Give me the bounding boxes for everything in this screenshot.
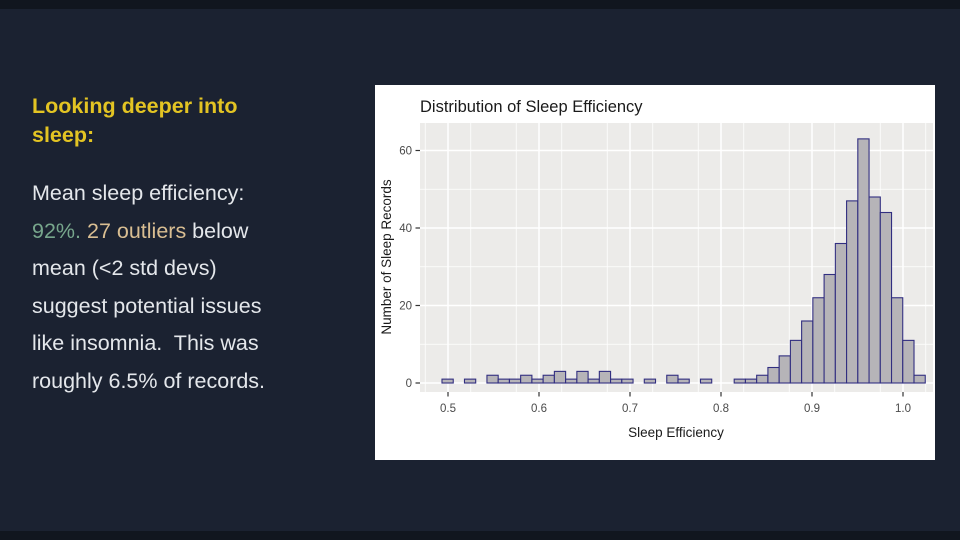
histogram-bar <box>497 378 510 384</box>
histogram-bar <box>890 297 904 384</box>
x-tick-label: 0.7 <box>622 403 638 415</box>
paragraph-segment-body: Mean sleep efficiency: <box>32 181 245 205</box>
paragraph-line: like insomnia. This was <box>32 325 350 363</box>
histogram-bar <box>733 378 746 384</box>
histogram-bar <box>441 378 454 384</box>
chart-card: 0.5 0.6 0.7 0.8 0.9 1.0 0 20 40 60 Distribution o… <box>375 85 935 460</box>
histogram-bar <box>677 378 690 384</box>
histogram-bar <box>879 211 893 384</box>
histogram-bar <box>902 339 915 384</box>
y-tick-label: 60 <box>399 146 412 158</box>
histogram-bar <box>463 378 477 384</box>
histogram-bar <box>868 196 881 384</box>
histogram-bar <box>801 320 814 384</box>
paragraph-segment-body: like insomnia. This was <box>32 331 259 355</box>
chart-title: Distribution of Sleep Efficiency <box>420 98 643 116</box>
histogram-bar <box>486 374 499 384</box>
histogram-bar <box>834 242 848 384</box>
axis-tick-marks <box>415 149 904 397</box>
histogram-bar <box>767 366 780 384</box>
heading-line: Looking deeper into <box>32 94 238 118</box>
histogram-bar <box>756 374 769 384</box>
slide-paragraph: Mean sleep efficiency: 92%. 27 outliers b… <box>32 175 350 400</box>
paragraph-line: mean (<2 std devs) <box>32 250 350 288</box>
paragraph-segment-tan: 27 outliers <box>87 218 187 243</box>
paragraph-segment-body: roughly 6.5% of records. <box>32 368 266 393</box>
axis-tick-labels: 0.5 0.6 0.7 0.8 0.9 1.0 0 20 40 60 <box>399 146 911 416</box>
y-tick-label: 20 <box>399 301 412 313</box>
histogram-bar <box>846 200 859 384</box>
slide-text-block: Looking deeper into sleep: Mean sleep eff… <box>32 92 350 400</box>
y-axis-title: Number of Sleep Records <box>379 179 394 335</box>
x-tick-label: 0.6 <box>531 403 547 415</box>
paragraph-segment-body: below <box>186 218 249 243</box>
slide-heading: Looking deeper into sleep: <box>32 92 350 150</box>
histogram-bar <box>542 374 555 384</box>
histogram-bars <box>441 138 926 384</box>
histogram-bar <box>508 378 522 384</box>
histogram-bar <box>857 138 870 384</box>
paragraph-line: roughly 6.5% of records. <box>32 363 350 401</box>
y-tick-label: 40 <box>399 223 412 235</box>
histogram-bar <box>699 378 713 384</box>
x-tick-label: 0.8 <box>713 403 729 415</box>
heading-line: sleep: <box>32 123 95 147</box>
histogram-bar <box>913 374 926 384</box>
x-axis-title: Sleep Efficiency <box>628 425 724 440</box>
slide-top-border <box>0 0 960 9</box>
y-tick-label: 0 <box>406 378 412 390</box>
paragraph-segment-body: mean (<2 std devs) <box>32 256 217 280</box>
histogram-bar <box>643 378 657 384</box>
histogram-bar <box>610 378 623 384</box>
histogram-bar <box>621 378 634 384</box>
paragraph-line: Mean sleep efficiency: <box>32 175 350 213</box>
histogram-bar <box>666 374 679 384</box>
paragraph-segment-body: suggest potential issues <box>32 293 262 318</box>
histogram-bar <box>744 378 758 384</box>
histogram-bar <box>553 370 567 384</box>
slide-bottom-border <box>0 531 960 540</box>
sleep-efficiency-histogram: 0.5 0.6 0.7 0.8 0.9 1.0 0 20 40 60 Distribution o… <box>379 98 933 440</box>
histogram-bar <box>812 297 825 384</box>
histogram-bar <box>520 374 533 384</box>
x-tick-label: 1.0 <box>895 403 911 415</box>
histogram-bar <box>531 378 544 384</box>
paragraph-line: suggest potential issues <box>32 288 350 326</box>
paragraph-segment-green: 92%. <box>32 218 82 243</box>
histogram-bar <box>576 370 589 384</box>
histogram-bar <box>778 355 791 384</box>
histogram-bar <box>789 339 803 384</box>
x-tick-label: 0.9 <box>804 403 820 415</box>
histogram-bar <box>598 370 612 384</box>
histogram-bar <box>823 273 836 384</box>
paragraph-line: 92%. 27 outliers below <box>32 213 350 251</box>
histogram-bar <box>587 378 600 384</box>
x-tick-label: 0.5 <box>440 403 456 415</box>
histogram-bar <box>565 378 578 384</box>
